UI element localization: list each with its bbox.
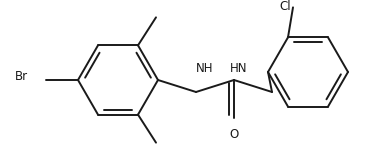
Text: Cl: Cl	[279, 0, 291, 13]
Text: HN: HN	[229, 61, 247, 75]
Text: NH: NH	[196, 61, 214, 75]
Text: O: O	[229, 128, 239, 141]
Text: Br: Br	[15, 71, 28, 83]
